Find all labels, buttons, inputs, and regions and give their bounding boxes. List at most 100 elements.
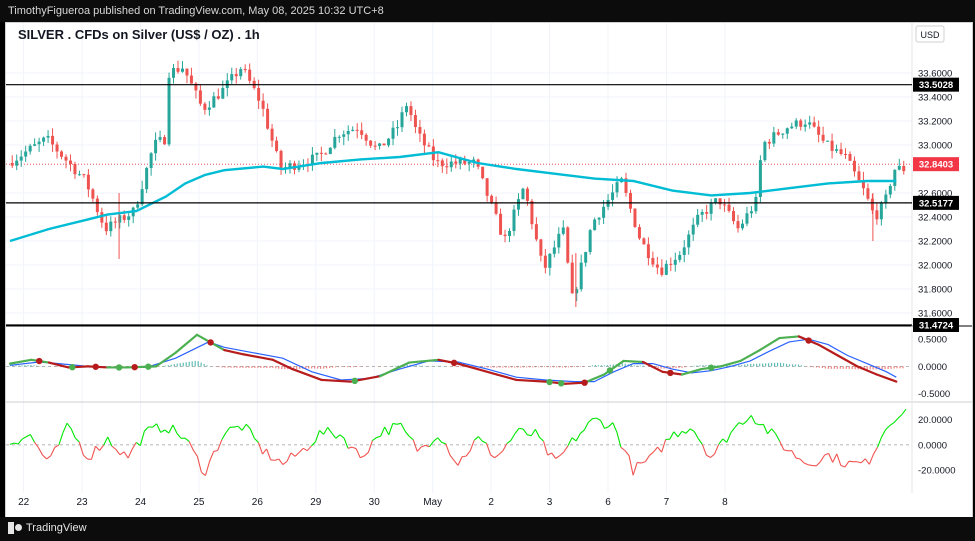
momentum-segment <box>673 431 679 438</box>
momentum-segment <box>710 453 715 458</box>
momentum-segment <box>860 458 866 464</box>
momentum-segment <box>824 452 829 456</box>
time-tick-label: 26 <box>252 497 264 508</box>
momentum-segment <box>156 423 162 433</box>
osc-fast-segment <box>739 348 762 363</box>
candle-body <box>624 178 628 193</box>
momentum-segment <box>249 428 255 439</box>
candle-body <box>637 227 641 239</box>
momentum-segment <box>38 447 44 456</box>
momentum-segment <box>144 426 149 432</box>
time-tick-label: 8 <box>722 497 728 508</box>
momentum-segment <box>347 446 353 449</box>
candle-body <box>77 174 81 176</box>
tradingview-logo-icon <box>8 522 22 534</box>
momentum-segment <box>477 436 483 442</box>
candle-body <box>95 198 99 213</box>
candle-body <box>561 227 565 234</box>
candle-body <box>351 129 355 131</box>
candle-body <box>207 107 211 110</box>
momentum-segment <box>551 452 557 459</box>
momentum-segment <box>453 459 459 466</box>
momentum-segment <box>889 422 895 427</box>
candle-body <box>651 258 655 265</box>
momentum-segment <box>485 443 492 456</box>
candle-body <box>257 87 261 101</box>
footer-bar: TradingView <box>0 517 975 541</box>
time-tick-label: 24 <box>135 497 147 508</box>
momentum-segment <box>270 459 275 461</box>
candle-body <box>718 198 722 205</box>
tradingview-logo[interactable]: TradingView <box>8 522 87 534</box>
candle-body <box>167 77 171 145</box>
momentum-segment <box>490 454 495 459</box>
momentum-segment <box>600 420 606 429</box>
momentum-segment <box>628 455 634 476</box>
mom-tick-label: -20.0000 <box>918 466 956 477</box>
brand-label: TradingView <box>26 522 87 534</box>
osc-fast-segment <box>378 361 411 378</box>
candle-body <box>803 124 807 127</box>
momentum-segment <box>791 450 797 459</box>
momentum-segment <box>881 429 887 438</box>
osc-fast-segment <box>271 358 294 371</box>
moving-average-line <box>9 150 897 243</box>
osc-cross-dot <box>207 339 214 346</box>
candle-body <box>763 141 767 161</box>
candle-body <box>485 178 489 196</box>
candle-body <box>400 112 404 128</box>
osc-cross-dot <box>351 377 358 385</box>
momentum-segment <box>408 435 414 441</box>
currency-button[interactable] <box>915 25 945 43</box>
candle-body <box>902 165 906 172</box>
osc-cross-dot <box>708 364 715 371</box>
momentum-segment <box>433 437 438 442</box>
candle-body <box>243 69 247 71</box>
momentum-segment <box>172 424 178 434</box>
osc-fast-segment <box>320 378 352 383</box>
momentum-segment <box>868 454 874 465</box>
momentum-segment <box>876 436 883 448</box>
momentum-segment <box>567 437 573 447</box>
momentum-segment <box>184 437 190 442</box>
momentum-segment <box>115 449 121 456</box>
momentum-segment <box>233 425 239 428</box>
time-tick-label: 29 <box>310 497 322 508</box>
momentum-segment <box>294 452 300 457</box>
momentum-segment <box>637 461 642 464</box>
candle-body <box>445 166 449 168</box>
osc-fast-segment <box>641 360 664 373</box>
candle-body <box>234 74 238 77</box>
osc-cross-dot <box>546 378 553 386</box>
chart-svg: 33.6000 33.4000 33.2000 33.0000 32.6000 32.40… <box>6 23 972 508</box>
candle-body <box>82 174 86 176</box>
candle-body <box>584 251 588 263</box>
momentum-segment <box>542 440 549 456</box>
candle-body <box>194 83 198 91</box>
momentum-segment <box>42 454 48 460</box>
candle-body <box>521 188 525 200</box>
momentum-segment <box>213 449 218 452</box>
candle-body <box>525 188 529 201</box>
osc-fast-segment <box>495 373 518 382</box>
candle-body <box>709 202 713 214</box>
candle-body <box>660 267 664 275</box>
level-price-tag <box>913 77 959 92</box>
osc-fast-segment <box>836 354 859 368</box>
candle-body <box>844 153 848 155</box>
momentum-segment <box>571 437 577 442</box>
candle-body <box>866 188 870 199</box>
candle-body <box>678 254 682 260</box>
momentum-segment <box>217 439 223 451</box>
momentum-segment <box>13 442 19 445</box>
price-tick-label: 33.2000 <box>918 117 952 128</box>
momentum-segment <box>335 434 341 439</box>
candle-body <box>458 158 462 164</box>
osc-fast-segment <box>622 359 645 364</box>
candle-body <box>189 75 193 84</box>
momentum-segment <box>604 426 609 430</box>
momentum-segment <box>257 442 264 455</box>
momentum-segment <box>596 417 601 421</box>
osc-fast-segment <box>515 378 547 383</box>
candle-body <box>427 145 431 147</box>
